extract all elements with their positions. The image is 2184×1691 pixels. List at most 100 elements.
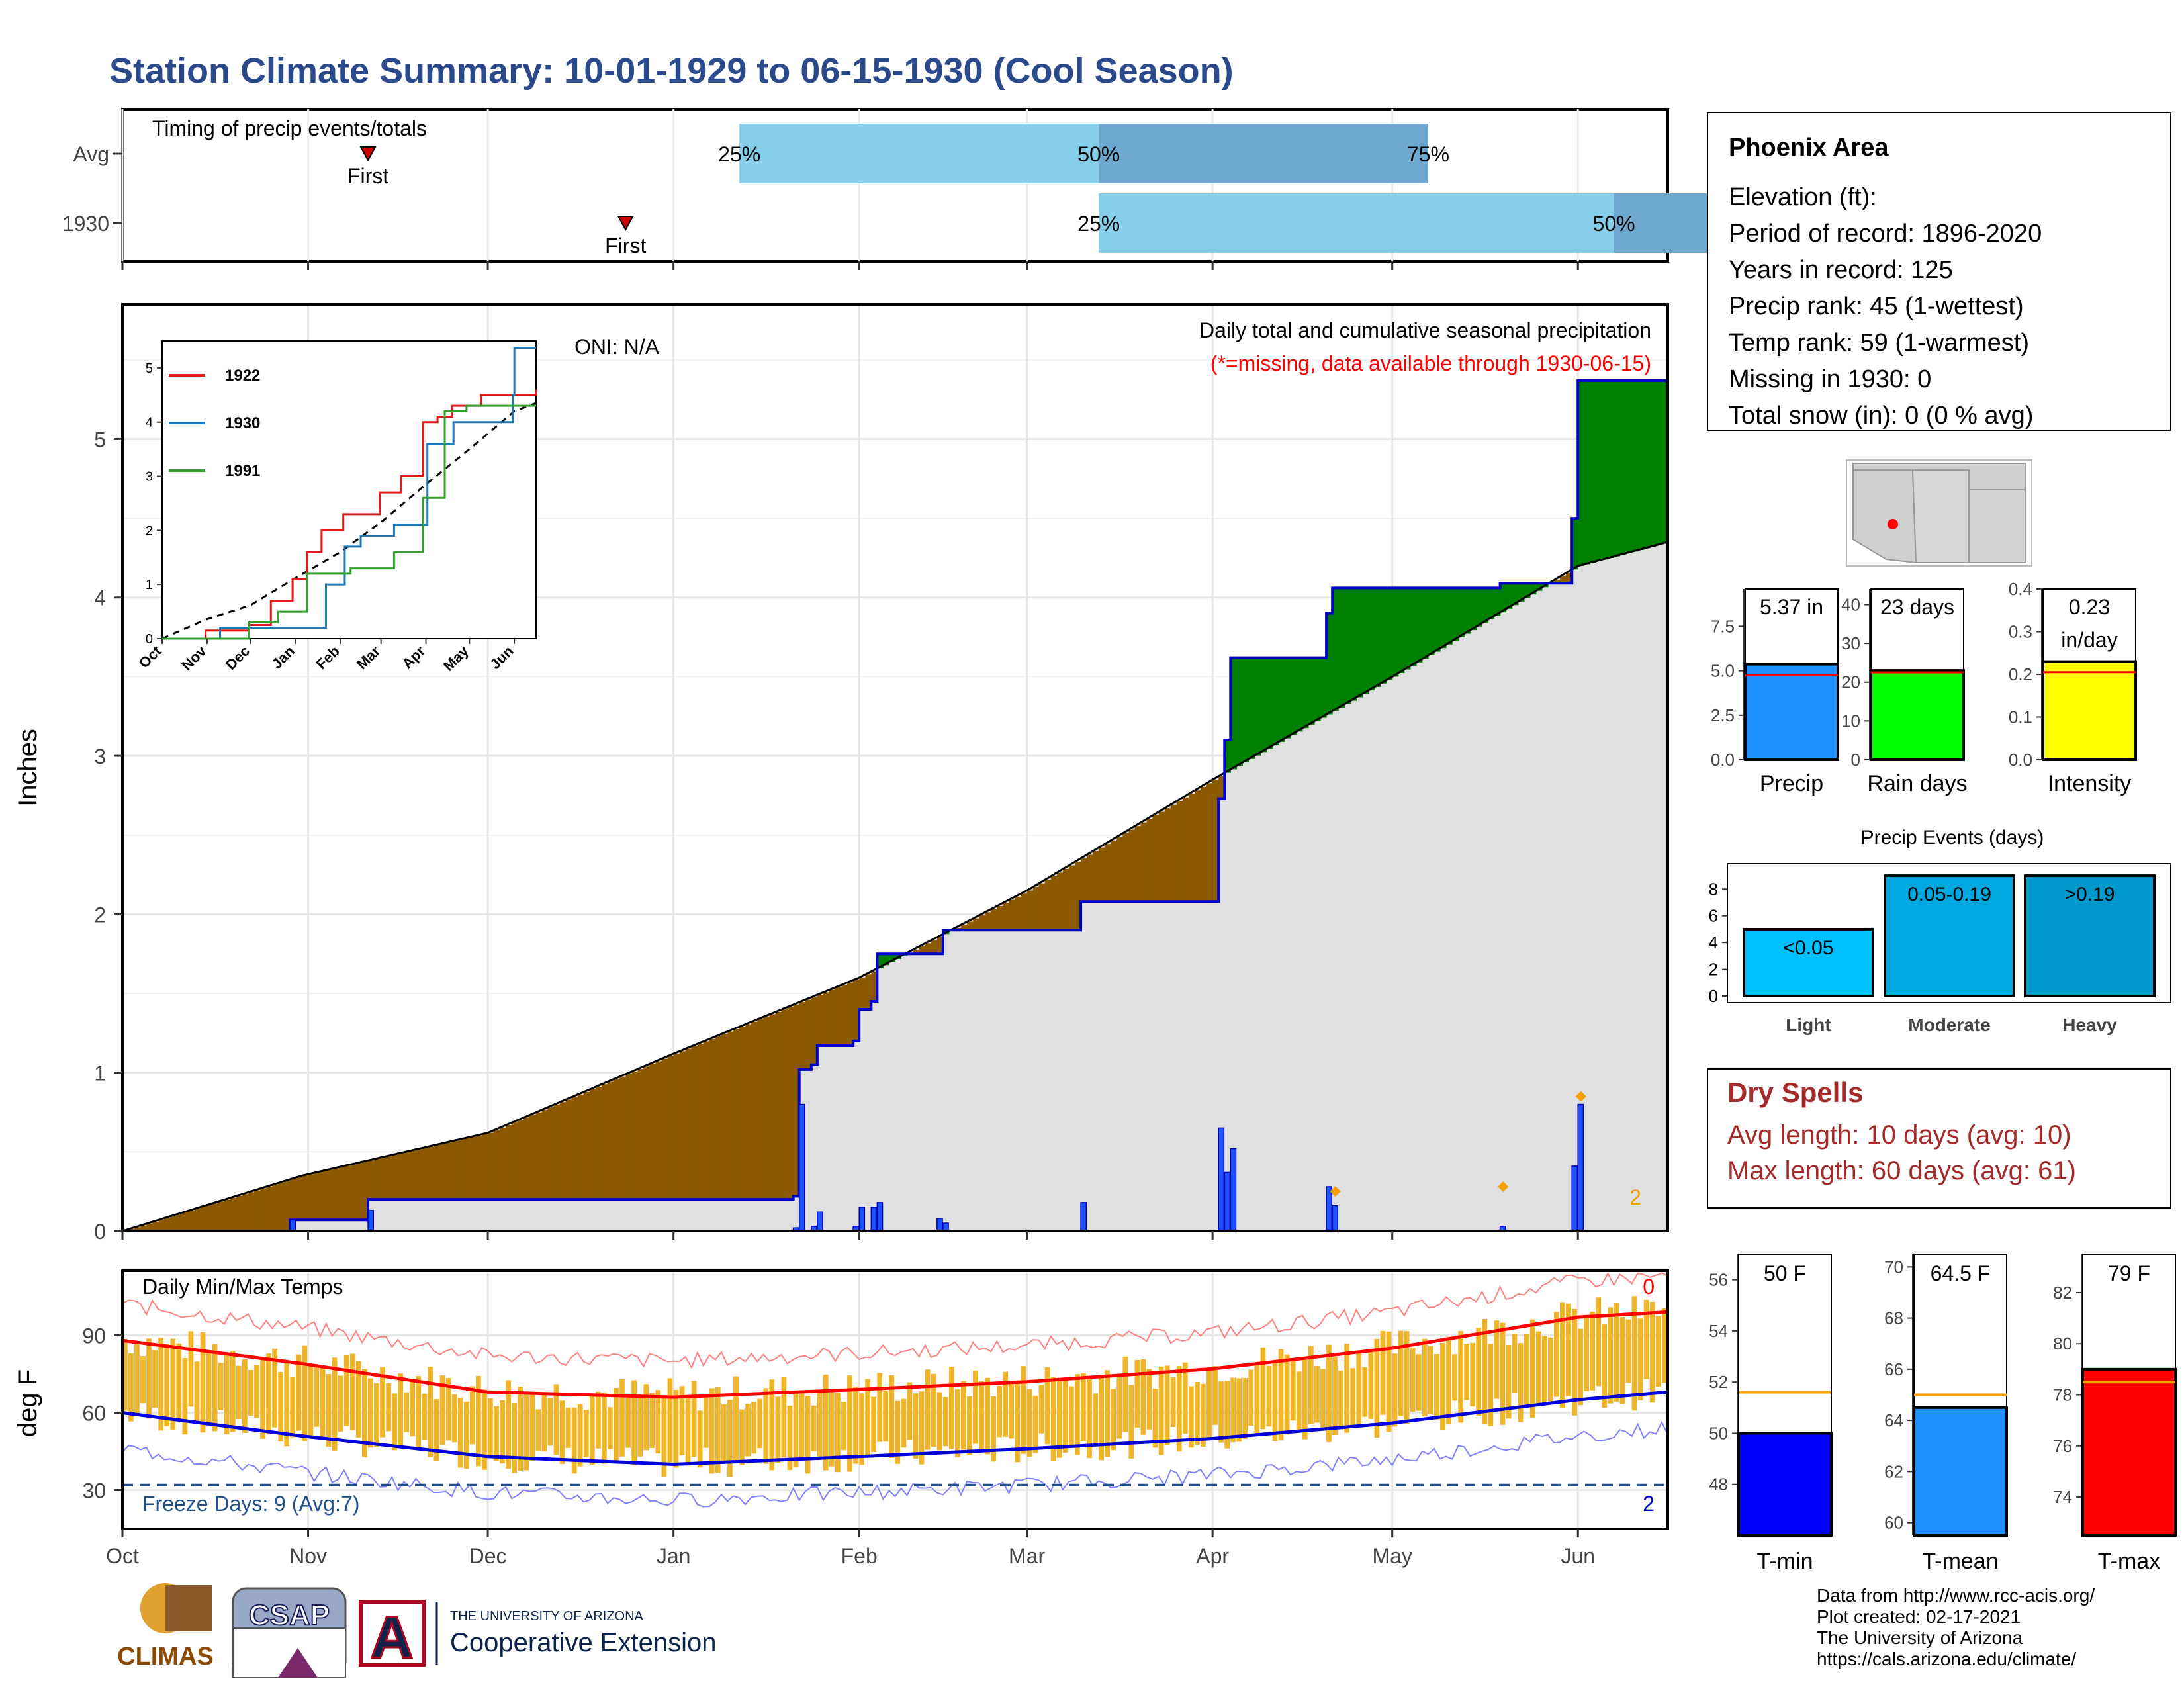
deficit-fill xyxy=(296,1177,303,1220)
surplus-fill xyxy=(1320,657,1327,718)
deficit-fill xyxy=(194,1209,201,1231)
record-high-line xyxy=(122,1271,1668,1369)
daily-precip-bar xyxy=(870,1207,878,1232)
stat-bar xyxy=(1744,663,1839,762)
deficit-fill xyxy=(236,1195,243,1231)
daily-temp-bar xyxy=(547,1397,553,1446)
daily-temp-bar xyxy=(942,1396,948,1447)
temp-month-label: Oct xyxy=(106,1544,139,1568)
deficit-fill xyxy=(152,1222,159,1231)
deficit-fill xyxy=(745,1024,752,1200)
station-name: Phoenix Area xyxy=(1729,134,1889,161)
daily-temp-bar xyxy=(194,1361,200,1424)
deficit-fill xyxy=(523,1117,531,1200)
daily-temp-bar xyxy=(1068,1386,1074,1446)
daily-temp-bar xyxy=(955,1389,960,1457)
deficit-fill xyxy=(936,937,944,954)
deficit-fill xyxy=(362,1162,369,1220)
deficit-fill xyxy=(308,1174,315,1220)
deficit-fill xyxy=(170,1216,177,1231)
deficit-fill xyxy=(661,1058,668,1200)
deficit-fill xyxy=(457,1140,465,1200)
surplus-fill xyxy=(1416,588,1423,663)
deficit-fill xyxy=(1032,887,1040,931)
daily-temp-bar xyxy=(901,1398,907,1448)
deficit-fill xyxy=(355,1163,363,1220)
events-tick-label: 2 xyxy=(1709,960,1718,980)
daily-temp-bar xyxy=(1398,1330,1404,1417)
deficit-fill xyxy=(188,1211,195,1231)
daily-temp-bar xyxy=(248,1370,253,1416)
daily-temp-bar xyxy=(1164,1365,1170,1445)
daily-temp-bar xyxy=(236,1365,242,1419)
timing-first-marker xyxy=(617,216,634,232)
daily-temp-bar xyxy=(1044,1367,1050,1445)
deficit-fill xyxy=(565,1099,572,1200)
daily-temp-bar xyxy=(685,1394,691,1466)
daily-temp-bar xyxy=(1518,1343,1524,1422)
daily-temp-bar xyxy=(859,1393,864,1465)
daily-temp-bar xyxy=(314,1365,320,1427)
daily-temp-bar xyxy=(512,1402,517,1473)
daily-temp-bar xyxy=(518,1387,523,1471)
daily-temp-bar xyxy=(877,1373,883,1442)
precip-ytick-label: 4 xyxy=(94,586,106,610)
daily-temp-bar xyxy=(1614,1303,1619,1402)
surplus-fill xyxy=(1350,588,1357,701)
daily-temp-bar xyxy=(1009,1382,1015,1439)
surplus-fill xyxy=(877,954,884,968)
deficit-fill xyxy=(811,997,818,1065)
events-title: Precip Events (days) xyxy=(1861,827,2044,848)
temp-stat-bar-frame xyxy=(1738,1254,1832,1434)
daily-temp-bar xyxy=(1578,1328,1583,1406)
deficit-fill xyxy=(602,1084,608,1200)
event-bar-label: >0.19 xyxy=(2065,884,2115,905)
deficit-fill xyxy=(332,1168,339,1220)
avg-tmin-line xyxy=(122,1390,1668,1467)
deficit-fill xyxy=(140,1225,147,1231)
daily-temp-bar xyxy=(655,1390,661,1453)
daily-temp-bar xyxy=(1050,1377,1056,1462)
daily-temp-bar xyxy=(691,1381,697,1457)
daily-temp-bar xyxy=(1158,1366,1164,1455)
daily-temp-bar xyxy=(1290,1359,1296,1421)
deficit-fill xyxy=(343,1165,351,1220)
timing-q25-label: 25% xyxy=(718,142,760,166)
temp-label: Daily Min/Max Temps xyxy=(142,1275,343,1299)
temp-bar-charts: 48 50 52 54 56 50 F T-min 60 62 64 66 68 70 64.5 F T-m… xyxy=(1709,1254,2177,1574)
daily-temp-bar xyxy=(919,1391,925,1465)
deficit-fill xyxy=(979,915,985,931)
temp-stat-tick-label: 60 xyxy=(1884,1513,1903,1533)
stat-bar-label: Precip xyxy=(1760,771,1823,796)
timing-q50-label: 50% xyxy=(1077,142,1120,166)
daily-temp-bar xyxy=(404,1392,410,1432)
stat-tick-label: 2.5 xyxy=(1711,706,1735,725)
deficit-fill xyxy=(1099,847,1105,902)
timing-first-label: First xyxy=(605,234,646,257)
daily-temp-bar xyxy=(1655,1316,1661,1387)
event-category-label: Moderate xyxy=(1908,1015,1990,1035)
daily-temp-bar xyxy=(1170,1377,1176,1428)
daily-temp-bar xyxy=(751,1402,756,1454)
temp-stat-tick-label: 50 xyxy=(1709,1423,1728,1443)
surplus-fill xyxy=(1254,657,1261,756)
surplus-fill xyxy=(1535,583,1543,591)
daily-temp-bar xyxy=(1547,1337,1553,1402)
daily-temp-bar xyxy=(1482,1319,1488,1425)
surplus-fill xyxy=(1362,588,1369,694)
deficit-fill xyxy=(320,1171,327,1220)
deficit-fill xyxy=(164,1218,171,1231)
daily-temp-bar xyxy=(1368,1351,1374,1419)
timing-first-label: First xyxy=(347,164,388,188)
precip-ytick-label: 5 xyxy=(94,428,106,451)
daily-temp-bar xyxy=(1452,1354,1457,1401)
daily-temp-bar xyxy=(817,1391,823,1457)
timing-bar-25-50 xyxy=(1099,193,1614,253)
deficit-fill xyxy=(1182,797,1189,902)
deficit-fill xyxy=(733,1028,740,1200)
daily-temp-bar xyxy=(1470,1342,1476,1406)
daily-temp-bar xyxy=(757,1398,763,1449)
event-bar xyxy=(1884,874,2015,997)
daily-precip-bar xyxy=(1577,1103,1584,1232)
